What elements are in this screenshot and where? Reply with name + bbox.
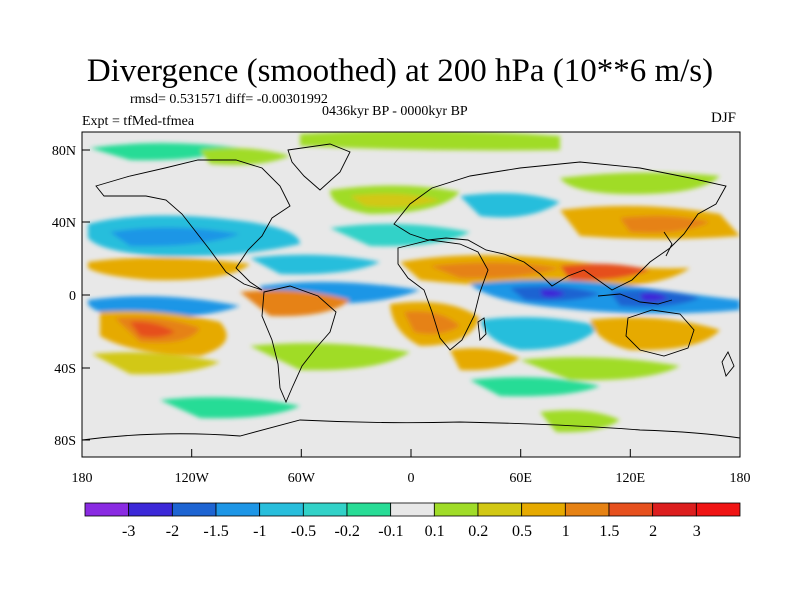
- anomaly-region: [160, 397, 300, 419]
- anomaly-region: [520, 357, 680, 381]
- coastline-greenland: [287, 143, 351, 191]
- y-tick-label: 80N: [52, 144, 76, 159]
- colorbar-label: -1.5: [203, 523, 228, 540]
- colorbar-label: 3: [693, 523, 701, 540]
- anomaly-region: [90, 143, 240, 161]
- anomaly-region: [240, 290, 350, 317]
- anomaly-region: [250, 343, 410, 371]
- coastline-antarctica: [82, 419, 740, 441]
- colorbar-swatch: [302, 502, 348, 517]
- x-tick-label: 180: [730, 471, 751, 486]
- anomaly-region: [404, 311, 460, 334]
- anomaly-region: [88, 257, 250, 281]
- colorbar-label: 1.5: [599, 523, 619, 540]
- anomaly-region: [540, 289, 565, 298]
- anomaly-region: [110, 227, 240, 247]
- coastline-north-america: [95, 159, 291, 291]
- colorbar-swatch: [259, 502, 304, 517]
- colorbar-label: -0.1: [378, 523, 403, 540]
- axis-ticks: [81, 149, 741, 457]
- map-title: Divergence (smoothed) at 200 hPa (10**6 …: [86, 53, 714, 89]
- colorbar-label: -1: [253, 523, 266, 540]
- colorbar: -3 -2 -1.5 -1 -0.5 -0.2 -0.1 0.1 0.2 0.5…: [84, 502, 741, 540]
- anomaly-region: [560, 172, 720, 195]
- colorbar-label: -3: [122, 523, 135, 540]
- anomaly-region: [92, 352, 220, 375]
- x-tick-label: 0: [408, 471, 415, 486]
- coastline-indonesia: [597, 293, 673, 305]
- coastline-south-america: [261, 285, 337, 404]
- anomaly-region: [450, 348, 520, 371]
- colorbar-label: 0.1: [425, 523, 445, 540]
- anomaly-region: [200, 148, 290, 165]
- anomaly-region: [460, 193, 560, 218]
- coastline-eurasia: [393, 161, 727, 291]
- colorbar-swatch: [477, 502, 523, 517]
- anomaly-region: [590, 317, 720, 351]
- anomaly-region: [250, 254, 380, 275]
- colorbar-label: -0.2: [335, 523, 360, 540]
- colorbar-swatch: [346, 502, 392, 517]
- colorbar-label: 1: [562, 523, 570, 540]
- y-tick-label: 40S: [54, 362, 76, 377]
- anomaly-region: [130, 321, 175, 338]
- colorbar-label: -0.5: [291, 523, 316, 540]
- anomaly-region: [300, 132, 560, 151]
- colorbar-swatch: [390, 502, 435, 517]
- experiment-text: Expt = tfMed-tfmea: [82, 114, 195, 129]
- anomaly-region: [640, 292, 668, 302]
- colorbar-label: 2: [649, 523, 657, 540]
- colorbar-swatch: [215, 502, 261, 517]
- anomaly-region: [470, 377, 600, 397]
- anomaly-region: [350, 193, 440, 208]
- coastline-madagascar: [477, 317, 487, 341]
- anomaly-region: [480, 317, 600, 350]
- x-tick-label: 180: [72, 471, 93, 486]
- x-tick-label: 60W: [288, 471, 316, 486]
- colorbar-swatch: [695, 502, 741, 517]
- y-tick-label: 0: [69, 289, 76, 304]
- divergence-field: [82, 132, 740, 441]
- x-tick-label: 120E: [616, 471, 646, 486]
- colorbar-swatch: [652, 502, 697, 517]
- colorbar-label: 0.5: [512, 523, 532, 540]
- period-text: 0436kyr BP - 0000kyr BP: [322, 104, 468, 119]
- stats-text: rmsd= 0.531571 diff= -0.00301992: [130, 92, 328, 107]
- coastline-japan: [663, 231, 673, 257]
- x-tick-label: 120W: [175, 471, 210, 486]
- colorbar-swatch: [433, 502, 479, 517]
- coastline-australia: [625, 309, 695, 357]
- coastline-africa: [397, 239, 489, 351]
- colorbar-label: -2: [166, 523, 179, 540]
- x-tick-label: 60E: [509, 471, 532, 486]
- y-tick-label: 40N: [52, 216, 76, 231]
- coastline-new-zealand: [721, 351, 735, 377]
- colorbar-swatch: [521, 502, 566, 517]
- colorbar-swatch: [171, 502, 217, 517]
- colorbar-swatch: [564, 502, 610, 517]
- colorbar-swatch: [608, 502, 654, 517]
- anomaly-region: [430, 262, 560, 279]
- colorbar-swatch: [128, 502, 173, 517]
- coastlines: [82, 143, 740, 441]
- map-panel: 180 120W 60W 0 60E 120E 180 80N 40N 0 40…: [52, 131, 751, 486]
- anomaly-region: [540, 410, 620, 433]
- colorbar-label: 0.2: [468, 523, 488, 540]
- season-label: DJF: [711, 110, 737, 126]
- colorbar-swatch: [84, 502, 130, 517]
- anomaly-region: [560, 263, 650, 281]
- y-tick-label: 80S: [54, 434, 76, 449]
